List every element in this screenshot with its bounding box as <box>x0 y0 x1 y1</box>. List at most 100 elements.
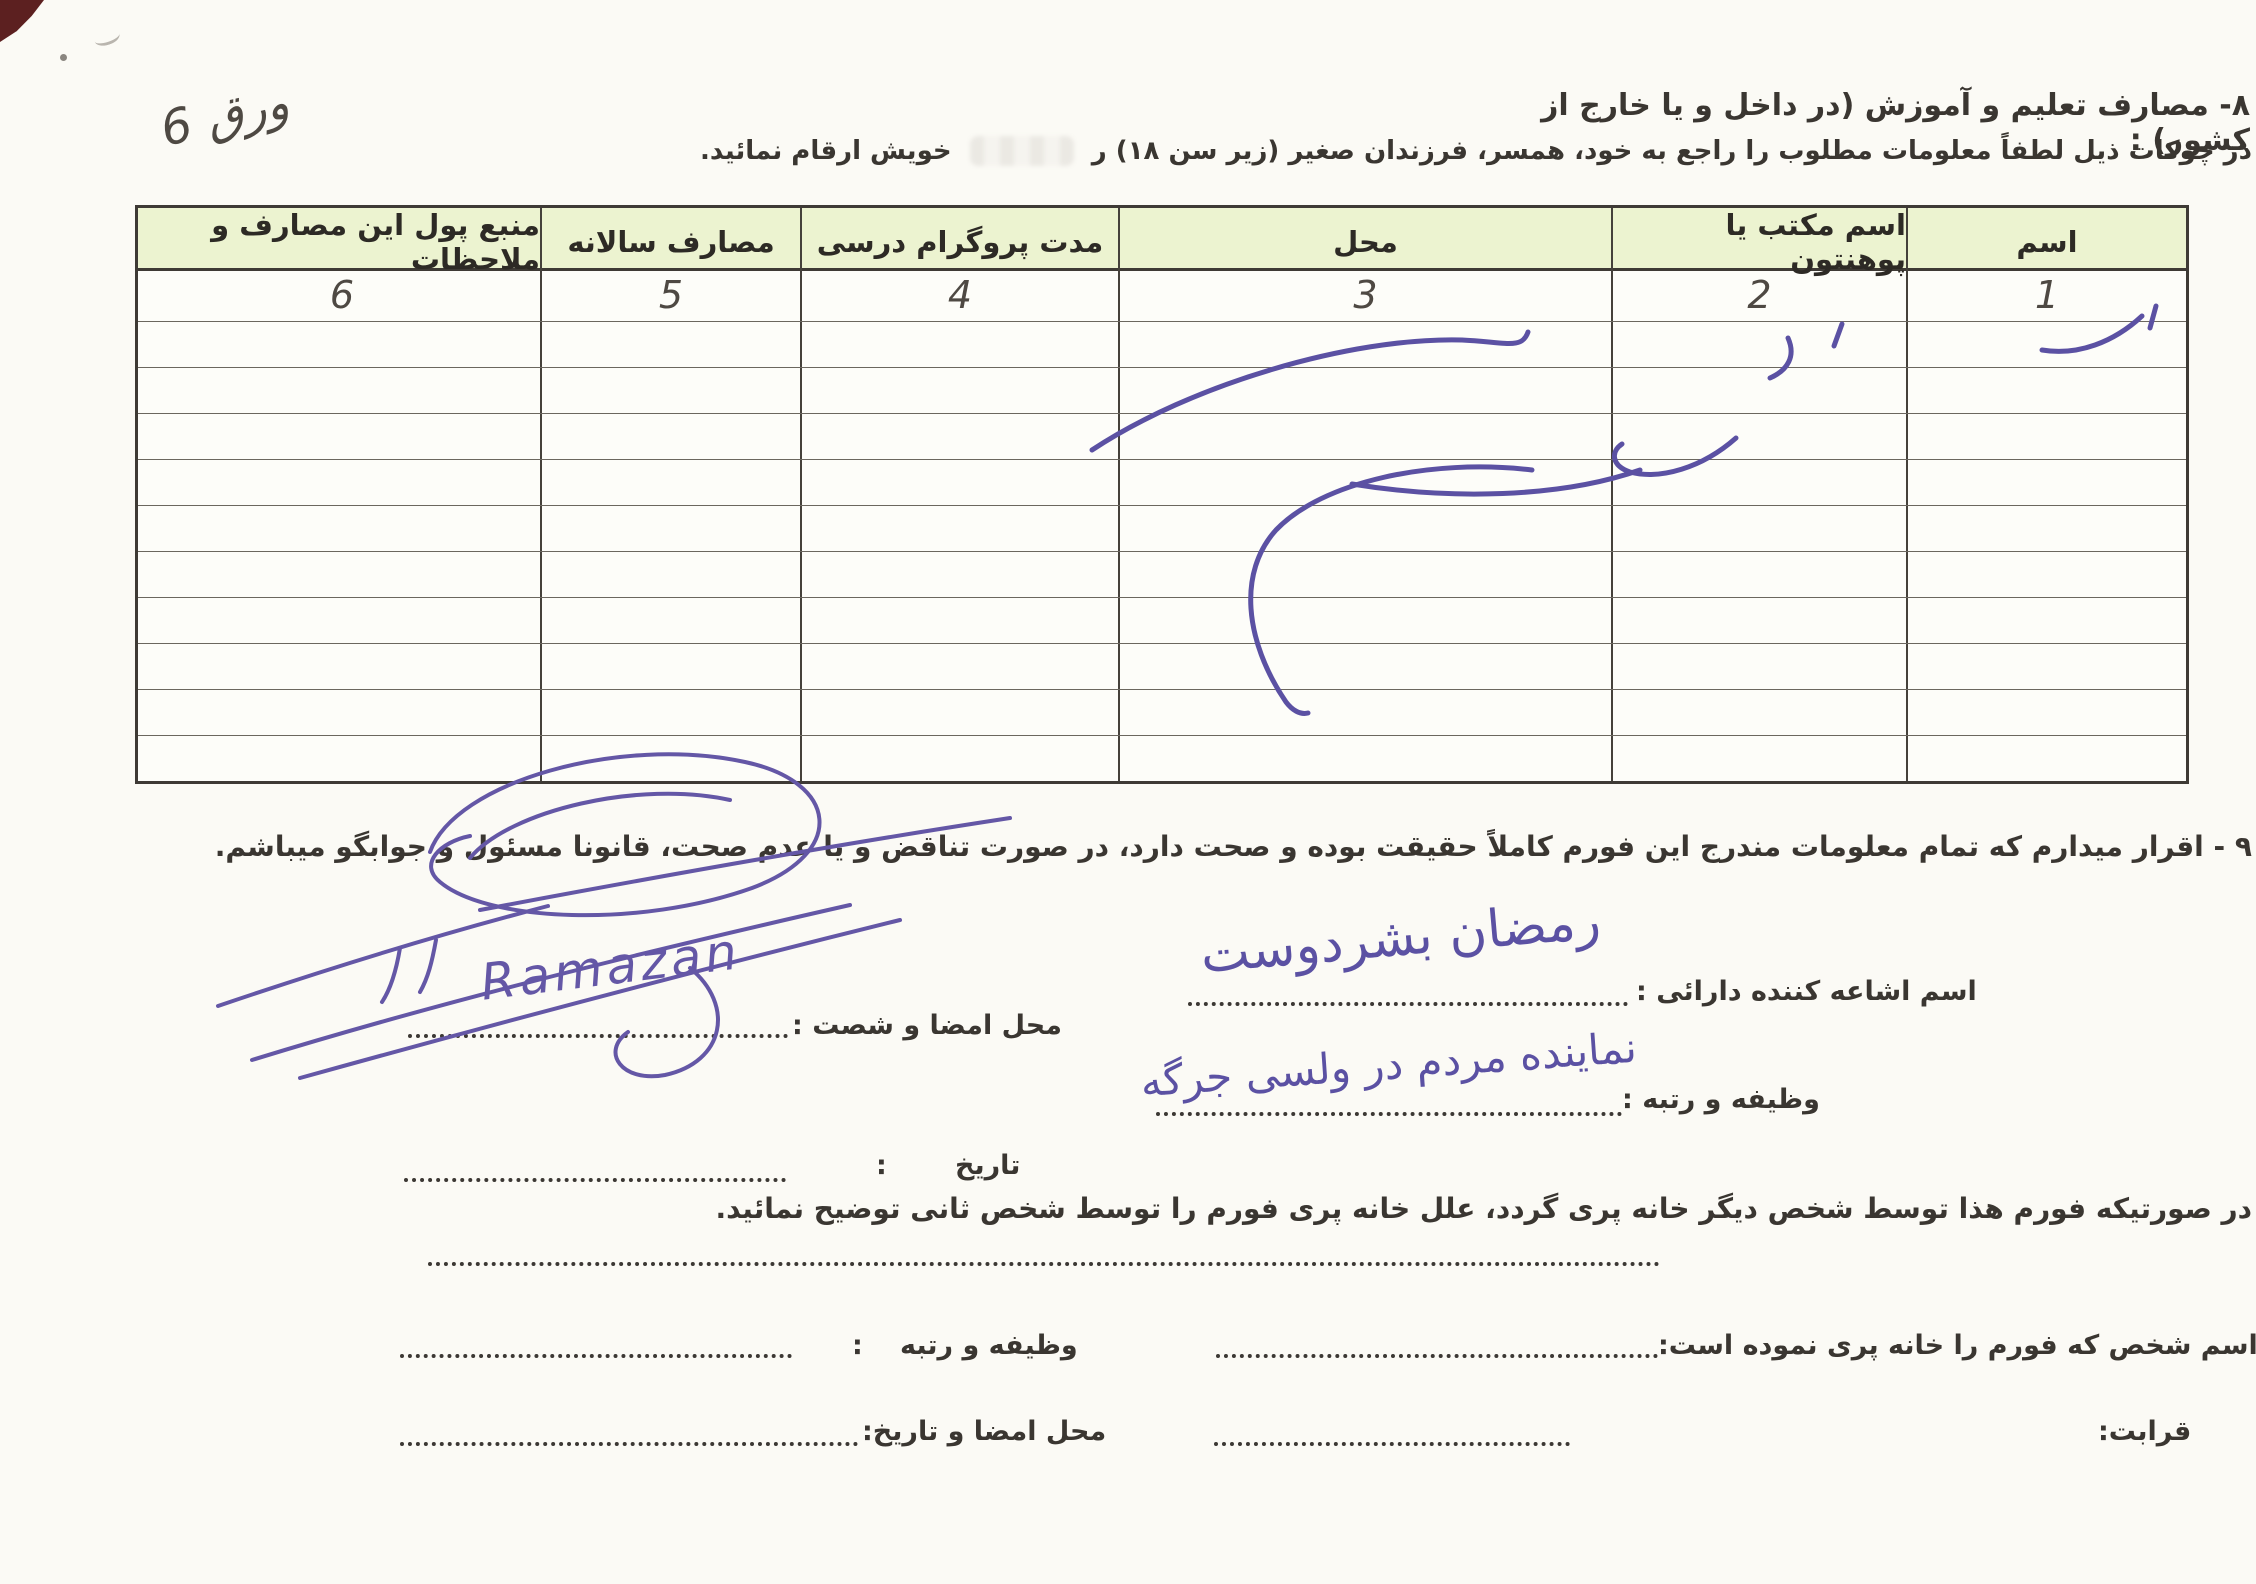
table-row <box>138 551 2186 597</box>
explanation-dotted-line <box>428 1258 1660 1266</box>
filler-name-label: اسم شخص که فورم را خانه پری نموده است: <box>1658 1330 2256 1361</box>
kinship-label: قرابت: <box>2098 1416 2192 1447</box>
duty-rank-dotted-line <box>1156 1108 1622 1116</box>
column-number-handwriting: 3 <box>1118 271 1611 321</box>
date-colon: : <box>876 1150 887 1181</box>
table-cell <box>1118 736 1611 781</box>
table-cell <box>1906 506 2186 551</box>
scan-corner-blot <box>0 0 44 42</box>
table-row <box>138 643 2186 689</box>
table-cell <box>1118 368 1611 413</box>
table-cell <box>144 460 540 505</box>
table-cell <box>800 644 1118 689</box>
column-number-handwriting: 6 <box>329 273 355 317</box>
header-cell-school: اسم مکتب یا پوهنتون <box>1611 208 1906 276</box>
table-cell <box>1611 368 1906 413</box>
table-cell <box>1611 644 1906 689</box>
signature-date-label: محل امضا و تاریخ: <box>862 1416 1107 1447</box>
date-label: تاریخ <box>955 1150 1021 1181</box>
table-cell <box>540 414 800 459</box>
sheet-number-handwriting: ورق 6 <box>155 74 295 158</box>
declarant-name-dotted-line <box>1188 998 1628 1006</box>
header-cell-name: اسم <box>1906 208 2186 276</box>
column-number-handwriting: 2 <box>1611 271 1906 321</box>
table-cell <box>540 506 800 551</box>
table-cell <box>540 322 800 367</box>
table-cell <box>1118 506 1611 551</box>
table-cell <box>144 736 540 781</box>
table-cell <box>1118 552 1611 597</box>
column-number-handwriting: 4 <box>800 271 1118 321</box>
table-cell <box>540 690 800 735</box>
column-number-handwriting: 1 <box>1906 271 2186 321</box>
table-cell <box>1118 598 1611 643</box>
table-cell <box>800 506 1118 551</box>
table-cell <box>144 644 540 689</box>
table-cell <box>1611 736 1906 781</box>
table-cell <box>144 368 540 413</box>
table-cell <box>1906 690 2186 735</box>
scan-speck <box>60 54 67 61</box>
table-cell <box>1906 736 2186 781</box>
table-row <box>138 689 2186 735</box>
signature-date-dotted-line <box>400 1438 858 1446</box>
table-cell <box>800 414 1118 459</box>
instruction-text-part1: در چوکات ذیل لطفاً معلومات مطلوب را راجع… <box>1091 136 2252 166</box>
table-empty-rows <box>138 321 2186 781</box>
signature-place-dotted-line <box>408 1030 788 1038</box>
table-cell <box>1611 322 1906 367</box>
table-cell <box>1906 598 2186 643</box>
table-cell <box>800 368 1118 413</box>
table-cell <box>144 690 540 735</box>
duty-rank-handwriting: نماینده مردم در ولسی جرگه <box>1138 1022 1639 1107</box>
table-cell <box>1118 644 1611 689</box>
table-row <box>138 735 2186 781</box>
faded-text-smudge <box>969 136 1074 166</box>
table-cell <box>144 414 540 459</box>
column-number-handwriting: 5 <box>540 271 800 321</box>
table-cell <box>1118 322 1611 367</box>
table-cell <box>144 506 540 551</box>
table-cell <box>800 460 1118 505</box>
table-row <box>138 321 2186 367</box>
table-row <box>138 367 2186 413</box>
section8-instruction: در چوکات ذیل لطفاً معلومات مطلوب را راجع… <box>700 136 2252 166</box>
table-cell <box>144 322 540 367</box>
header-cell-location: محل <box>1118 208 1611 276</box>
table-cell <box>1906 368 2186 413</box>
header-cell-program-duration: مدت پروگرام درسی <box>800 208 1118 276</box>
table-cell <box>1611 552 1906 597</box>
table-cell <box>540 598 800 643</box>
filler-name-dotted-line <box>1216 1350 1658 1358</box>
table-cell <box>1611 460 1906 505</box>
table-cell <box>540 552 800 597</box>
table-cell <box>800 598 1118 643</box>
filler-duty-dotted-line <box>400 1350 792 1358</box>
table-row <box>138 459 2186 505</box>
table-cell <box>800 322 1118 367</box>
table-row <box>138 505 2186 551</box>
table-cell <box>144 598 540 643</box>
table-cell <box>1611 598 1906 643</box>
table-cell <box>1906 552 2186 597</box>
table-cell <box>1611 414 1906 459</box>
header-cell-annual-expenses: مصارف سالانه <box>540 208 800 276</box>
table-cell <box>1906 644 2186 689</box>
duty-rank-label: وظیفه و رتبه : <box>1622 1084 1820 1115</box>
table-cell <box>800 736 1118 781</box>
table-cell <box>540 368 800 413</box>
second-person-note: در صورتیکه فورم هذا توسط شخص دیگر خانه پ… <box>715 1192 2252 1225</box>
signature-place-label: محل امضا و شصت : <box>792 1010 1062 1041</box>
table-number-row: 1 2 3 4 5 6 <box>138 271 2186 321</box>
instruction-text-part2: خویش ارقام نمائید. <box>700 136 952 166</box>
table-cell <box>1611 690 1906 735</box>
scan-speck <box>92 26 122 49</box>
date-dotted-line <box>404 1174 786 1182</box>
filler-duty-rank-colon: : <box>852 1330 863 1361</box>
table-cell <box>1611 506 1906 551</box>
table-cell <box>540 460 800 505</box>
section9-declaration: ۹ - اقرار میدارم که تمام معلومات مندرج ا… <box>214 830 2252 863</box>
filler-duty-rank-label: وظیفه و رتبه <box>900 1330 1078 1361</box>
table-row <box>138 597 2186 643</box>
